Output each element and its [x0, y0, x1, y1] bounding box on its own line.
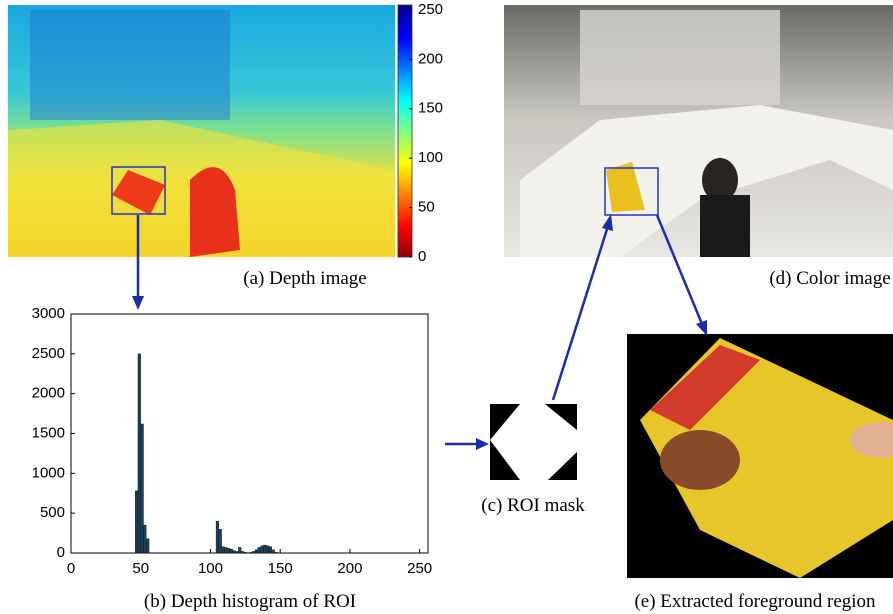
caption: (e) Extracted foreground region: [634, 591, 876, 612]
bar: [141, 424, 144, 553]
x-tick-label: 100: [198, 560, 223, 577]
bar: [230, 549, 233, 553]
bar: [275, 552, 278, 553]
colorbar: [398, 5, 412, 257]
bar: [219, 529, 222, 553]
bar: [227, 548, 230, 553]
bar: [269, 547, 272, 553]
bar: [222, 547, 225, 553]
y-tick-label: 0: [57, 544, 65, 561]
bar: [272, 550, 275, 553]
bar: [266, 546, 269, 553]
bar: [255, 550, 258, 553]
caption: (c) ROI mask: [481, 495, 585, 516]
extracted-region: [627, 334, 893, 578]
colorbar-tick-label: 200: [418, 50, 443, 67]
figure: (a) Depth image (d) Color image (c) ROI …: [0, 0, 893, 614]
bar: [252, 551, 255, 553]
x-tick-label: 200: [337, 560, 362, 577]
y-tick-label: 2500: [32, 345, 65, 362]
caption: (b) Depth histogram of ROI: [144, 591, 356, 612]
colorbar-tick-label: 250: [418, 1, 443, 18]
colorbar-tick-label: 0: [418, 248, 426, 265]
y-tick-label: 3000: [32, 305, 65, 322]
x-tick-label: 0: [67, 560, 75, 577]
y-tick-label: 2000: [32, 385, 65, 402]
bar: [144, 525, 147, 553]
bar: [238, 547, 241, 553]
plot-frame: [71, 314, 428, 553]
color-image: [504, 5, 893, 257]
bar: [241, 551, 244, 553]
x-tick-label: 50: [132, 560, 149, 577]
bar: [261, 546, 264, 553]
colorbar-tick-label: 150: [418, 100, 443, 117]
colorbar-tick-label: 50: [418, 199, 435, 216]
caption: (d) Color image: [769, 268, 890, 289]
bar: [263, 545, 266, 553]
bar: [244, 552, 247, 553]
bar: [146, 539, 149, 553]
bar: [250, 552, 253, 553]
caption: (a) Depth image: [243, 268, 366, 289]
bar: [224, 547, 227, 553]
bar: [216, 521, 219, 553]
bar: [236, 551, 239, 553]
bar: [138, 354, 141, 553]
y-tick-label: 500: [40, 504, 65, 521]
bar: [233, 551, 236, 553]
y-tick-label: 1000: [32, 464, 65, 481]
x-tick-label: 250: [407, 560, 432, 577]
colorbar-tick-label: 100: [418, 149, 443, 166]
roi-mask: [490, 404, 577, 480]
x-tick-label: 150: [268, 560, 293, 577]
bar: [258, 547, 261, 553]
y-tick-label: 1500: [32, 424, 65, 441]
bar: [135, 491, 138, 553]
depth-image: [8, 5, 395, 257]
